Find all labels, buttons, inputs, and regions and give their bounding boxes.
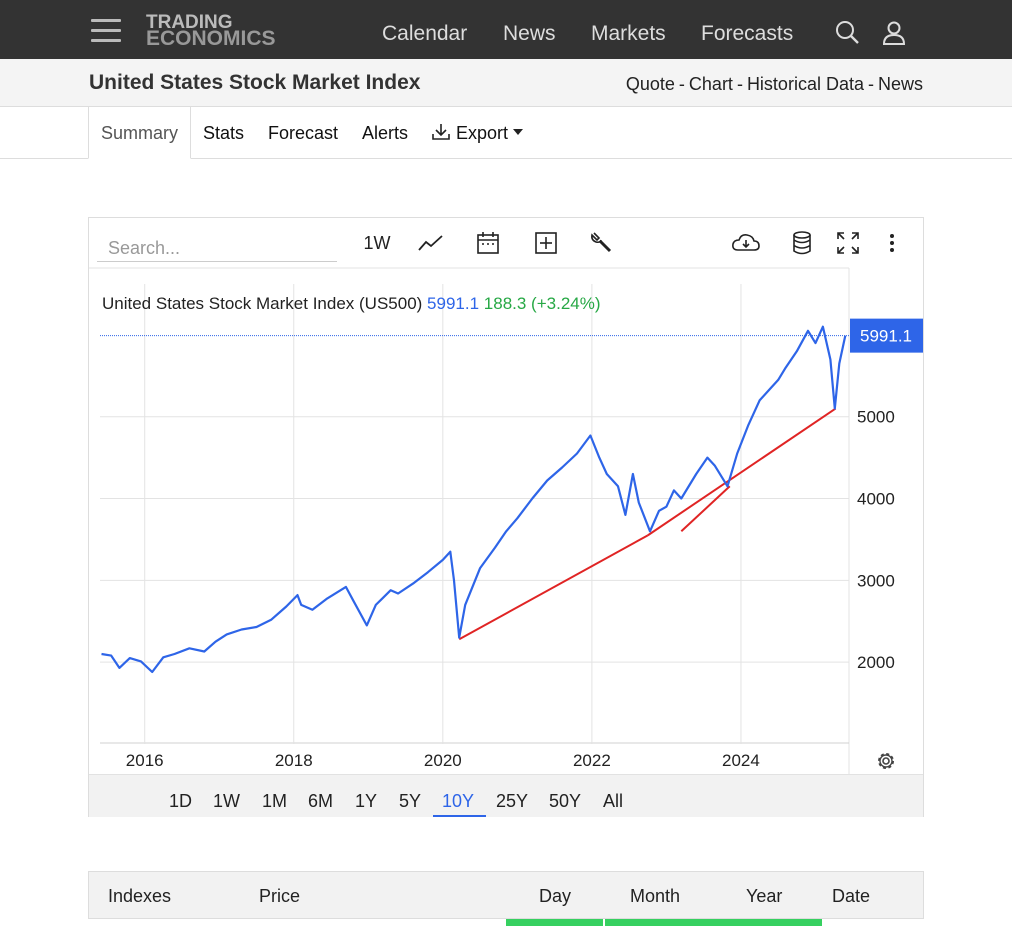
- tab-forecast[interactable]: Forecast: [268, 123, 339, 143]
- y-tick-label: 3000: [857, 571, 895, 590]
- trendline[interactable]: [458, 534, 649, 641]
- top-navigation-bar: TRADING ECONOMICS Calendar News Markets …: [0, 0, 1012, 59]
- range-1m[interactable]: 1M: [262, 791, 288, 811]
- logo-line2: ECONOMICS: [146, 27, 276, 50]
- col-month[interactable]: Month: [630, 886, 681, 906]
- day-change-bar: [506, 919, 603, 926]
- range-1w[interactable]: 1W: [213, 791, 240, 811]
- trendline[interactable]: [680, 485, 731, 533]
- nav-forecasts[interactable]: Forecasts: [701, 22, 794, 45]
- x-tick-label: 2024: [722, 751, 760, 770]
- nav-calendar[interactable]: Calendar: [382, 22, 468, 45]
- logo[interactable]: TRADING ECONOMICS: [146, 12, 276, 50]
- indexes-table-header: Indexes Price Day Month Year Date: [88, 871, 924, 919]
- tab-bar: Summary Stats Forecast Alerts Export: [0, 106, 1012, 159]
- user-icon[interactable]: [882, 20, 908, 46]
- menu-icon[interactable]: [91, 19, 121, 43]
- more-icon[interactable]: [879, 228, 905, 258]
- chart-panel: Search... 1W 2000 3000 4000 5000 2016 2018 202…: [88, 217, 924, 817]
- tab-export[interactable]: Export: [431, 107, 524, 159]
- range-6m[interactable]: 6M: [308, 791, 334, 811]
- tab-stats[interactable]: Stats: [203, 123, 245, 143]
- link-chart[interactable]: Chart: [688, 74, 733, 94]
- nav-news[interactable]: News: [503, 22, 556, 45]
- x-tick-label: 2016: [126, 751, 164, 770]
- database-icon[interactable]: [787, 228, 817, 258]
- logo-line1: TRADING: [146, 12, 233, 33]
- price-series-line[interactable]: [101, 325, 847, 674]
- chart-legend: United States Stock Market Index (US500)…: [102, 294, 601, 313]
- link-historical-data[interactable]: Historical Data: [746, 74, 864, 94]
- last-price-badge: [850, 318, 923, 353]
- legend-series-name: United States Stock Market Index (US500): [102, 294, 427, 313]
- gear-icon[interactable]: [878, 753, 894, 769]
- y-tick-label: 5000: [857, 408, 895, 427]
- export-label: Export: [456, 123, 509, 143]
- x-tick-label: 2022: [573, 751, 611, 770]
- caret-down-icon: [513, 129, 524, 135]
- cloud-download-icon[interactable]: [729, 228, 763, 258]
- col-date[interactable]: Date: [832, 886, 871, 906]
- col-indexes[interactable]: Indexes: [108, 886, 172, 906]
- y-tick-label: 2000: [857, 653, 895, 672]
- legend-price: 5991.1: [427, 294, 484, 313]
- page-title: United States Stock Market Index: [89, 71, 421, 94]
- month-year-change-bar: [605, 919, 822, 926]
- range-5y[interactable]: 5Y: [399, 791, 422, 811]
- x-tick-label: 2020: [424, 751, 462, 770]
- col-year[interactable]: Year: [746, 886, 783, 906]
- nav-markets[interactable]: Markets: [591, 22, 666, 45]
- trendline[interactable]: [647, 407, 837, 537]
- x-tick-label: 2018: [275, 751, 313, 770]
- add-icon[interactable]: [531, 228, 561, 258]
- chart-search-input[interactable]: Search...: [97, 232, 337, 262]
- col-day[interactable]: Day: [539, 886, 572, 906]
- range-1y[interactable]: 1Y: [355, 791, 378, 811]
- fullscreen-icon[interactable]: [833, 228, 863, 258]
- range-all[interactable]: All: [603, 791, 624, 811]
- wrench-icon[interactable]: [587, 228, 617, 258]
- last-price-label: 5991.1: [860, 327, 912, 346]
- interval-selector[interactable]: 1W: [363, 232, 391, 253]
- col-price[interactable]: Price: [259, 886, 301, 906]
- y-tick-label: 4000: [857, 490, 895, 509]
- range-10y[interactable]: 10Y: [442, 791, 475, 811]
- range-1d[interactable]: 1D: [169, 791, 193, 811]
- range-selector: 1D 1W 1M 6M 1Y 5Y 10Y 25Y 50Y All: [89, 774, 923, 817]
- price-chart[interactable]: 2000 3000 4000 5000 2016 2018 2020 2022 2024 Unit…: [89, 254, 923, 774]
- link-quote[interactable]: Quote: [625, 74, 675, 94]
- active-range-indicator: [433, 815, 486, 817]
- range-25y[interactable]: 25Y: [496, 791, 529, 811]
- page-header: United States Stock Market Index Quote - C…: [0, 59, 1012, 107]
- link-news[interactable]: News: [877, 74, 923, 94]
- line-chart-icon[interactable]: [416, 228, 446, 258]
- tab-alerts[interactable]: Alerts: [362, 123, 409, 143]
- tab-summary[interactable]: Summary: [88, 106, 192, 159]
- range-50y[interactable]: 50Y: [549, 791, 582, 811]
- legend-change: 188.3 (+3.24%): [484, 294, 601, 313]
- download-icon: [432, 124, 450, 140]
- quick-links: Quote - Chart - Historical Data - News: [625, 74, 923, 94]
- calendar-icon[interactable]: [473, 228, 503, 258]
- search-icon[interactable]: [835, 20, 861, 46]
